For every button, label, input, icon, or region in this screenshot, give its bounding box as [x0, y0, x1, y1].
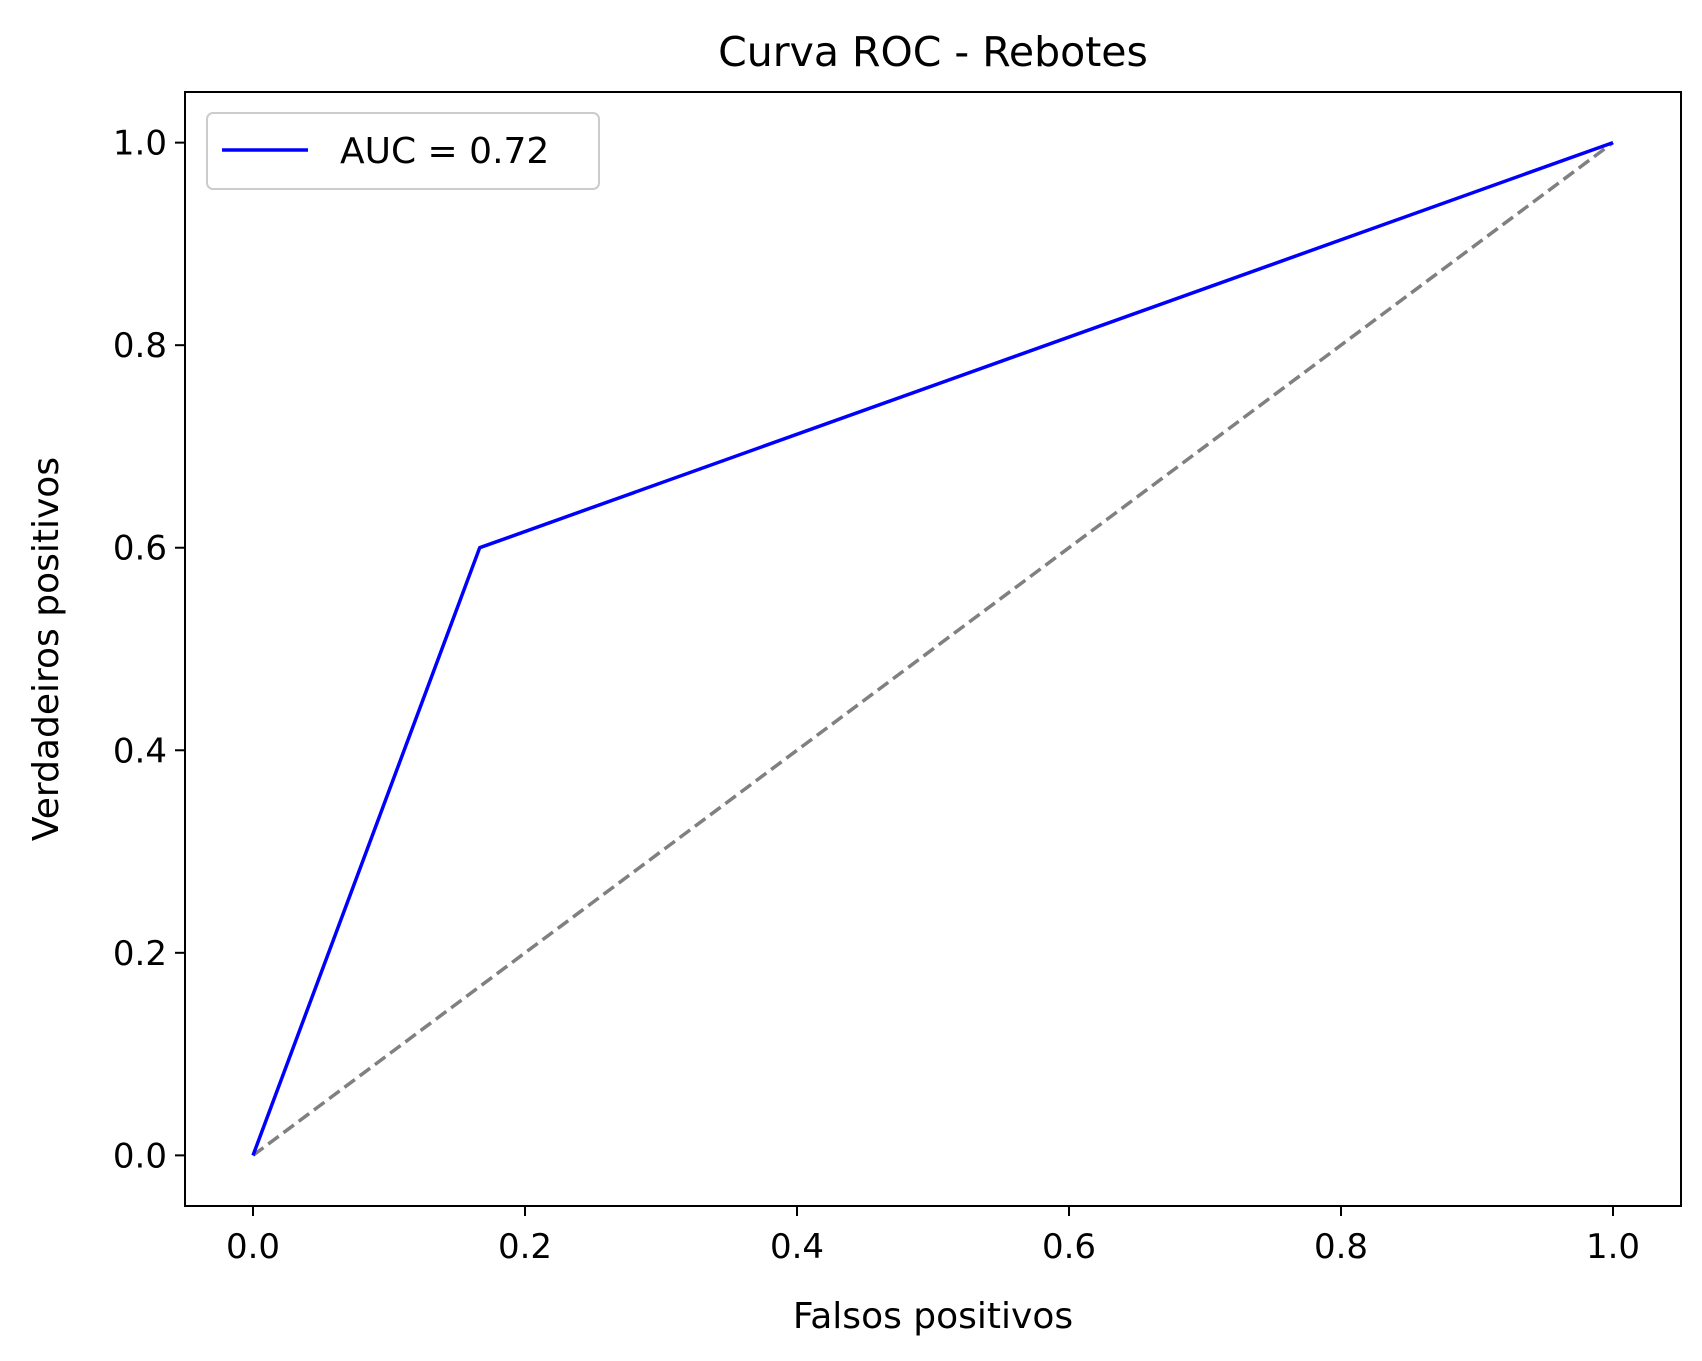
x-tick-label: 0.4: [770, 1227, 824, 1267]
x-tick-label: 0.2: [498, 1227, 552, 1267]
roc-curve-line: [251, 140, 1614, 1157]
y-axis-ticks: 0.0 0.2 0.4 0.6 0.8 1.0: [113, 124, 185, 1176]
x-axis-ticks: 0.0 0.2 0.4 0.6 0.8 1.0: [226, 1206, 1640, 1267]
x-tick-label: 0.8: [1314, 1227, 1368, 1267]
y-tick-label: 1.0: [113, 124, 167, 164]
y-axis-label: Verdadeiros positivos: [26, 457, 67, 841]
y-tick-label: 0.2: [113, 934, 167, 974]
diagonal-reference-line: [251, 141, 1615, 1157]
y-tick-label: 0.6: [113, 529, 167, 569]
chart-title: Curva ROC - Rebotes: [718, 28, 1148, 76]
legend-box: [206, 112, 600, 190]
x-tick-label: 0.0: [226, 1227, 280, 1267]
x-tick-label: 1.0: [1586, 1227, 1640, 1267]
x-tick-label: 0.6: [1042, 1227, 1096, 1267]
plot-area-frame: [184, 91, 1682, 1207]
y-tick-label: 0.8: [113, 326, 167, 366]
series-layer: [251, 140, 1615, 1157]
x-axis-label: Falsos positivos: [793, 1296, 1073, 1337]
y-tick-label: 0.4: [113, 731, 167, 771]
legend-label: AUC = 0.72: [340, 131, 549, 172]
y-tick-label: 0.0: [113, 1136, 167, 1176]
legend: AUC = 0.72: [206, 112, 600, 190]
